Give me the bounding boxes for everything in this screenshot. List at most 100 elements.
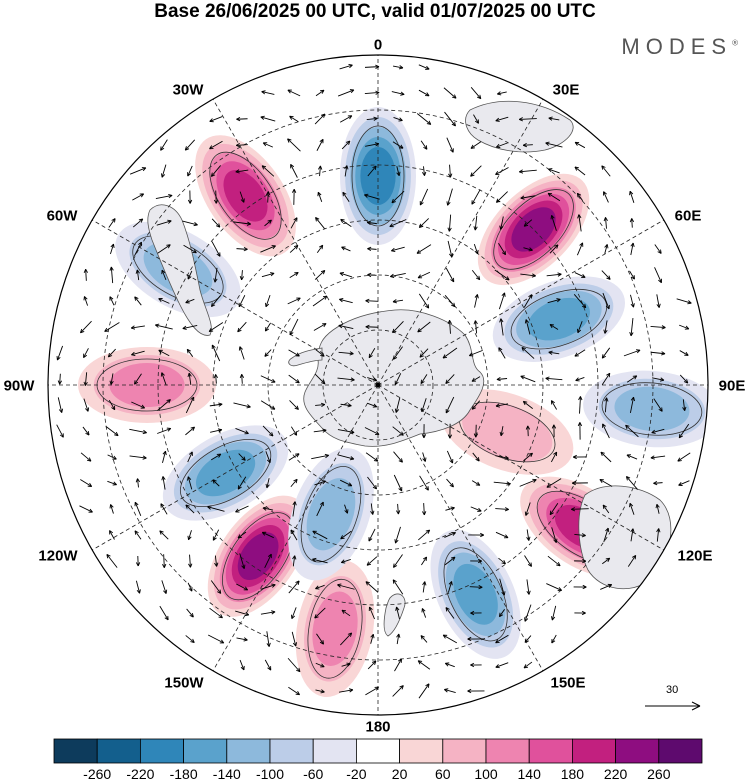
wind-arrow — [158, 298, 170, 304]
wind-arrow — [135, 580, 141, 594]
wind-arrow — [291, 631, 298, 647]
colorbar-segment — [658, 738, 703, 764]
wind-arrow — [316, 138, 324, 151]
wind-arrow — [365, 581, 379, 593]
wind-arrow — [134, 373, 142, 385]
wind-arrow — [546, 583, 563, 591]
wind-arrow — [265, 191, 271, 203]
wind-arrow — [391, 190, 405, 204]
wind-arrow — [159, 605, 169, 621]
wind-arrow — [161, 476, 166, 490]
wind-arrow — [290, 478, 298, 488]
wind-arrow — [468, 532, 485, 538]
wind-arrow — [627, 555, 637, 567]
wind-arrow — [656, 528, 661, 542]
wind-arrow — [311, 453, 330, 460]
wind-arrow — [573, 293, 587, 309]
lon-label-30w: 30W — [172, 81, 204, 99]
wind-arrow — [160, 139, 168, 151]
wind-arrow — [524, 604, 532, 622]
wind-arrow — [262, 506, 274, 511]
lon-label-150e: 150E — [550, 674, 586, 692]
wind-arrow — [445, 267, 455, 283]
wind-arrow — [134, 241, 142, 257]
wind-arrow — [213, 374, 219, 384]
wind-arrow — [417, 660, 431, 670]
wind-arrow — [419, 188, 429, 206]
wind-arrow — [495, 531, 509, 539]
wind-arrow — [650, 351, 666, 356]
wind-arrow — [314, 373, 326, 385]
anomaly-contour — [312, 591, 358, 666]
wind-arrow — [292, 501, 297, 517]
wind-arrow — [314, 270, 326, 280]
wind-arrow — [344, 504, 349, 514]
wind-arrow — [496, 377, 508, 382]
wind-arrow — [339, 64, 353, 70]
colorbar-tick-label: 180 — [560, 766, 585, 782]
wind-arrow — [210, 295, 221, 307]
wind-arrow — [629, 270, 635, 280]
wind-arrow — [630, 242, 635, 256]
wind-arrow — [344, 165, 349, 177]
wind-arrow — [682, 399, 687, 411]
wind-arrow — [547, 192, 561, 202]
anomaly-contour — [223, 169, 268, 222]
wind-arrow — [209, 116, 223, 123]
wind-arrow — [526, 579, 531, 595]
wind-arrow — [291, 188, 297, 205]
wind-arrow — [601, 165, 611, 177]
wind-arrow — [473, 320, 478, 334]
wind-arrow — [603, 217, 608, 229]
wind-arrow — [214, 555, 219, 567]
wind-arrow — [314, 480, 326, 486]
wind-arrow — [315, 689, 325, 694]
wind-arrow — [467, 688, 485, 694]
wind-arrow — [418, 293, 430, 309]
wind-arrow — [365, 142, 380, 147]
wind-arrow — [447, 423, 453, 439]
wind-arrow — [547, 298, 561, 304]
south-pole-marker — [375, 382, 381, 388]
wind-arrow — [394, 397, 401, 413]
wind-arrow — [289, 115, 299, 123]
wind-arrow — [236, 116, 248, 122]
wind-arrow — [418, 218, 429, 229]
wind-arrow — [340, 632, 353, 646]
wind-arrow — [470, 558, 482, 564]
wind-arrow — [338, 351, 354, 356]
wind-arrow — [600, 451, 612, 463]
wind-arrow — [370, 633, 375, 644]
wind-arrow — [364, 427, 380, 435]
wind-arrow — [288, 374, 300, 384]
wind-arrow — [57, 373, 63, 385]
wind-arrow — [287, 297, 301, 305]
longitude-line — [377, 384, 544, 671]
wind-arrow — [470, 87, 482, 100]
wind-arrow — [679, 374, 689, 384]
wind-arrow — [185, 298, 195, 304]
wind-arrow — [239, 553, 246, 569]
wind-arrow — [210, 580, 222, 594]
contour-line — [222, 512, 295, 601]
colorbar-segment — [442, 738, 487, 764]
wind-arrow — [472, 452, 480, 462]
wind-arrow — [523, 247, 533, 252]
wind-arrow — [389, 272, 406, 278]
colorbar-segment — [53, 738, 98, 764]
wind-arrow — [368, 528, 376, 542]
wind-arrow — [520, 273, 536, 278]
wind-arrow — [364, 90, 380, 95]
wind-arrow — [187, 270, 193, 280]
wind-arrow — [233, 221, 251, 226]
wind-arrow — [656, 294, 661, 308]
wind-arrow — [653, 480, 663, 486]
wind-arrow — [134, 530, 142, 540]
colorbar-segment — [183, 738, 228, 764]
wind-arrow — [603, 191, 609, 203]
wind-arrow — [650, 325, 666, 330]
wind-arrow — [523, 294, 533, 308]
wind-arrow — [239, 270, 245, 281]
colorbar-segment — [399, 738, 444, 764]
wind-arrow — [394, 658, 402, 672]
